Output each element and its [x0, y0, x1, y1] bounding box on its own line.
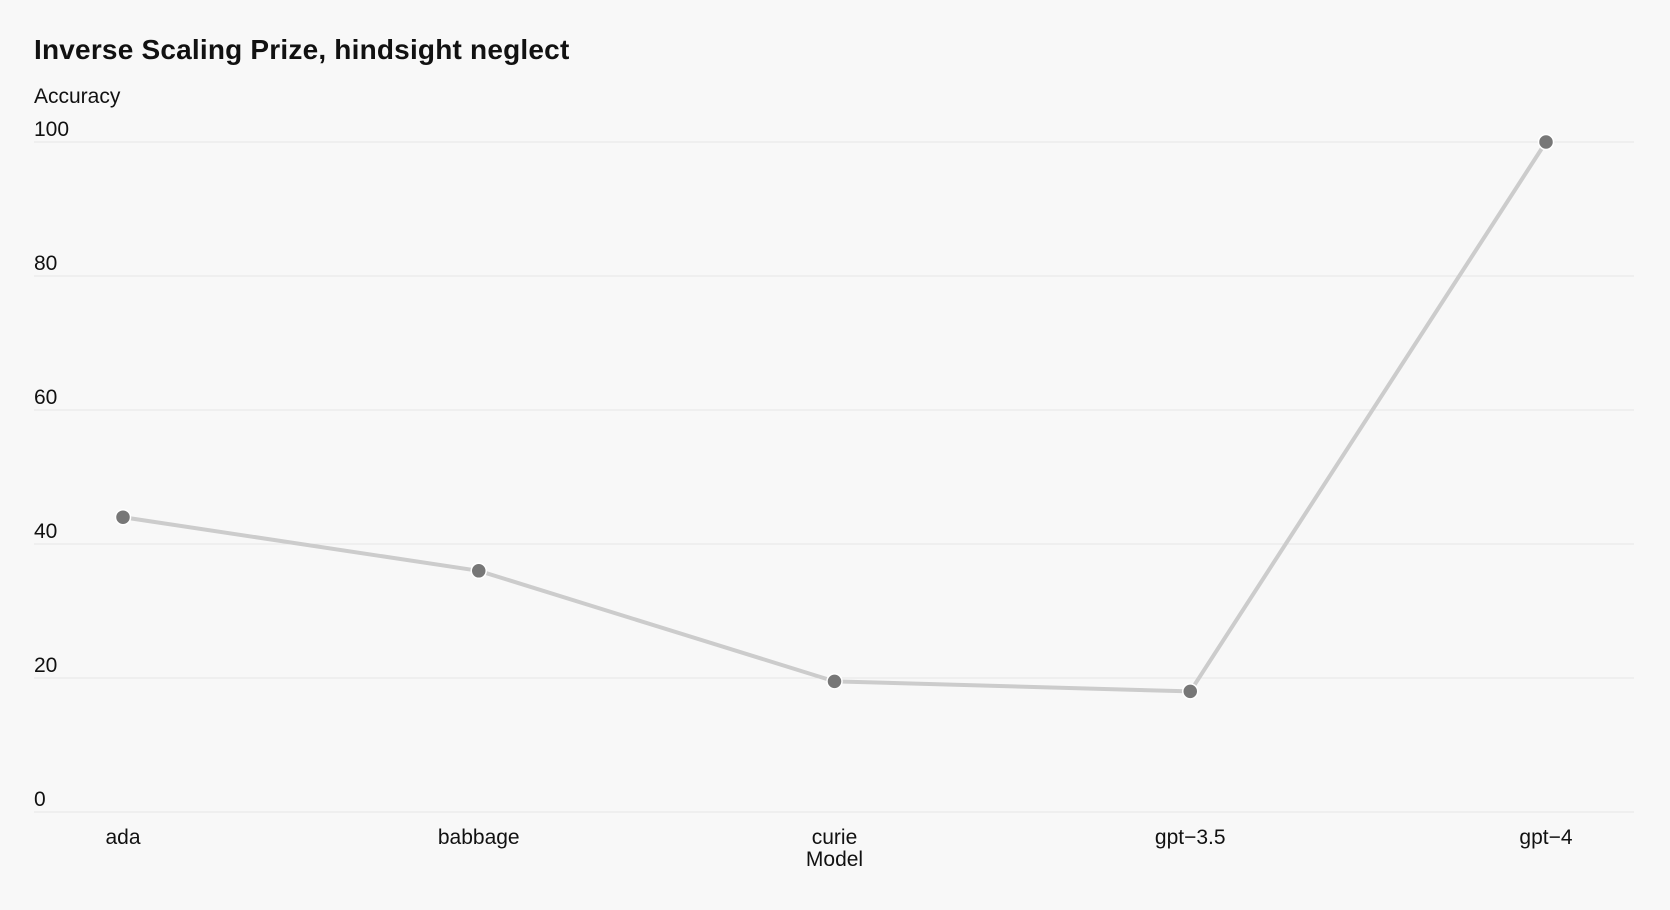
grid-lines	[34, 141, 1634, 813]
y-axis-ticks: 0 20 40 60 80 100	[34, 118, 69, 811]
y-tick-label: 100	[34, 118, 69, 141]
data-point[interactable]	[1537, 133, 1555, 151]
data-point[interactable]	[470, 562, 487, 580]
series-layer	[121, 140, 1548, 694]
series-line	[121, 140, 1548, 694]
data-point[interactable]	[826, 673, 843, 690]
y-tick-label: 20	[34, 654, 57, 677]
x-tick-label: gpt−3.5	[1155, 826, 1226, 849]
x-tick-label: curie	[812, 826, 858, 849]
marker-layer	[114, 133, 1555, 700]
y-tick-label: 40	[34, 520, 57, 543]
y-tick-label: 80	[34, 252, 57, 275]
data-point[interactable]	[1182, 683, 1199, 700]
y-tick-label: 0	[34, 788, 46, 811]
chart-title: Inverse Scaling Prize, hindsight neglect	[34, 34, 570, 65]
data-point[interactable]	[114, 508, 132, 526]
x-tick-label: ada	[105, 826, 140, 849]
y-tick-label: 60	[34, 386, 57, 409]
x-tick-label: gpt−4	[1519, 826, 1572, 849]
y-axis-label: Accuracy	[34, 85, 121, 108]
x-tick-label: babbage	[438, 826, 520, 849]
x-axis-ticks: ada babbage curie gpt−3.5 gpt−4	[105, 826, 1572, 849]
x-axis-label: Model	[806, 848, 863, 871]
